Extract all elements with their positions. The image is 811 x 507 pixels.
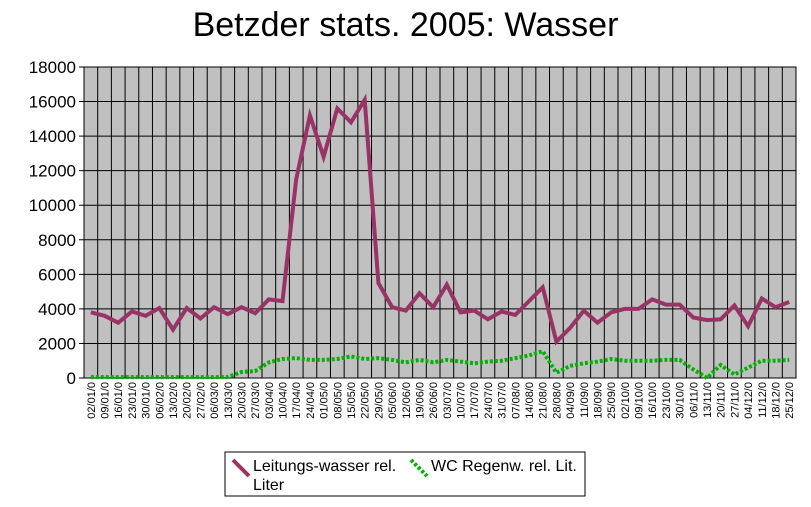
x-tick-label: 30/10/0 [675,382,687,419]
y-tick-label: 0 [67,369,76,388]
y-tick-label: 6000 [38,265,76,284]
x-tick-label: 05/06/0 [387,382,399,419]
x-tick-label: 06/03/0 [209,382,221,419]
x-tick-label: 20/11/0 [716,382,728,418]
x-tick-label: 20/02/0 [182,382,194,419]
legend-box [224,451,586,497]
x-tick-label: 07/08/0 [510,382,522,419]
x-tick-label: 17/07/0 [469,382,481,419]
chart-title: Betzder stats. 2005: Wasser [192,6,619,44]
x-tick-label: 11/09/0 [579,382,591,418]
x-tick-label: 25/09/0 [606,382,618,419]
x-tick-label: 16/01/0 [113,382,125,419]
x-tick-label: 10/07/0 [456,382,468,419]
legend-swatch-leitungswasser [231,458,251,478]
x-tick-label: 18/09/0 [592,382,604,419]
x-tick-label: 08/05/0 [332,382,344,419]
x-tick-label: 20/03/0 [236,382,248,419]
y-tick-label: 2000 [38,334,76,353]
x-tick-label: 12/06/0 [401,382,413,419]
x-tick-label: 25/12/0 [784,382,796,419]
legend-swatch-wc-regenwasser [409,458,429,478]
x-tick-label: 09/10/0 [634,382,646,419]
x-tick-label: 10/04/0 [278,382,290,419]
x-tick-label: 19/06/0 [414,382,426,419]
series-line-leitungswasser [90,93,790,346]
x-tick-label: 27/03/0 [250,382,262,419]
y-tick-label: 12000 [29,162,76,181]
x-tick-label: 23/10/0 [661,382,673,419]
x-tick-label: 03/07/0 [442,382,454,419]
x-tick-label: 21/08/0 [538,382,550,419]
x-tick-label: 02/01/0 [86,382,98,419]
x-tick-label: 17/04/0 [291,382,303,419]
x-tick-label: 26/06/0 [428,382,440,419]
x-tick-label: 11/12/0 [757,382,769,418]
y-tick-label: 18000 [29,58,76,77]
x-tick-label: 13/03/0 [223,382,235,419]
series-line-wc-regenwasser [90,348,790,381]
x-tick-label: 30/01/0 [141,382,153,419]
x-tick-label: 28/08/0 [551,382,563,419]
x-tick-label: 15/05/0 [346,382,358,419]
x-tick-label: 24/04/0 [305,382,317,419]
x-tick-label: 13/02/0 [168,382,180,419]
legend-label-wc-regenwasser: WC Regenw. rel. Lit. [431,458,577,475]
x-tick-label: 01/05/0 [319,382,331,419]
x-tick-label: 13/11/0 [702,382,714,418]
x-tick-label: 04/09/0 [565,382,577,419]
x-tick-label: 24/07/0 [483,382,495,419]
y-tick-label: 14000 [29,127,76,146]
x-tick-label: 06/11/0 [688,382,700,418]
legend-label-leitungswasser: Leitungs-wasser rel. Liter [253,458,396,494]
plot-border [83,66,797,379]
x-tick-label: 27/11/0 [729,382,741,418]
x-tick-label: 23/01/0 [127,382,139,419]
x-tick-label: 02/10/0 [620,382,632,419]
x-tick-label: 06/02/0 [154,382,166,419]
x-tick-label: 04/12/0 [743,382,755,419]
legend-anchor [225,481,585,496]
y-tick-label: 16000 [29,93,76,112]
x-tick-label: 31/07/0 [497,382,509,419]
y-tick-label: 8000 [38,231,76,250]
x-tick-label: 09/01/0 [100,382,112,419]
x-tick-label: 29/05/0 [373,382,385,419]
x-tick-label: 03/04/0 [264,382,276,419]
y-tick-label: 10000 [29,196,76,215]
x-tick-label: 16/10/0 [647,382,659,419]
x-tick-label: 22/05/0 [360,382,372,419]
y-tick-label: 4000 [38,300,76,319]
x-tick-label: 14/08/0 [524,382,536,419]
x-tick-label: 27/02/0 [195,382,207,419]
x-tick-label: 18/12/0 [770,382,782,419]
